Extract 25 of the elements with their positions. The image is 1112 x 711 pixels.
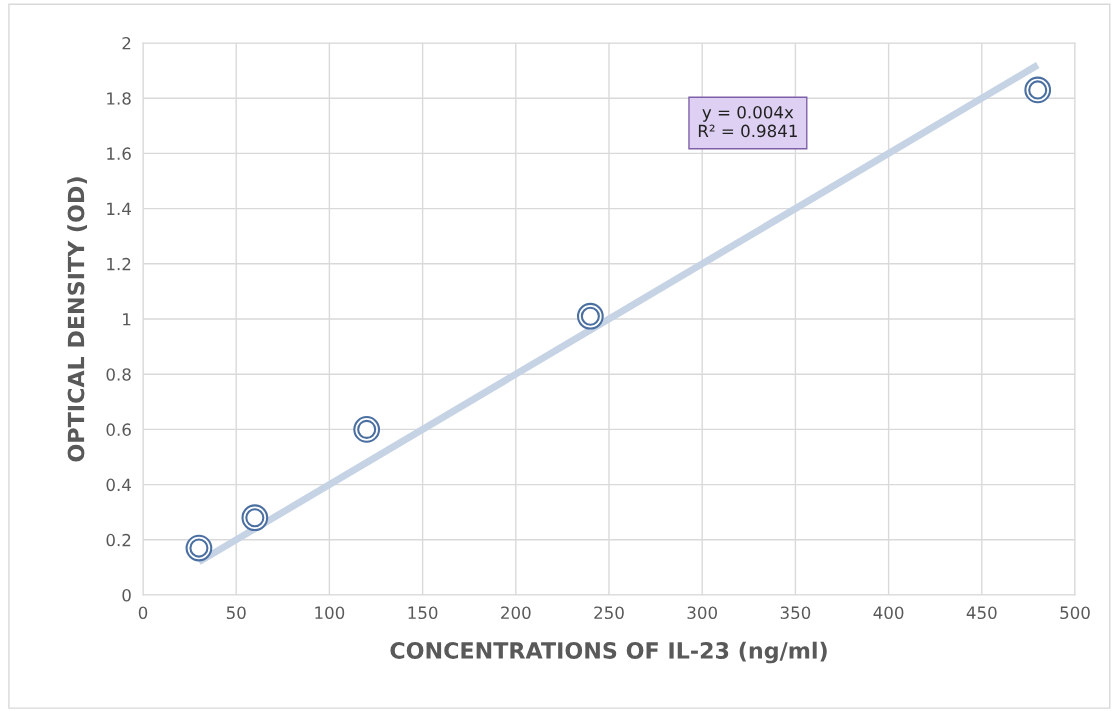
y-tick-label: 0.8 [106, 368, 131, 381]
y-tick-label: 1.4 [107, 202, 131, 215]
x-tick-label: 150 [408, 606, 438, 620]
x-tick-label: 350 [780, 606, 811, 620]
annotation: y = 0.004x R² = 0.9841 [698, 105, 797, 138]
x-tick-label: 300 [687, 606, 717, 620]
y-tick-label: 0.2 [106, 533, 131, 547]
y-tick-label: 1.2 [107, 257, 131, 271]
y-tick-label: 1.8 [107, 92, 131, 105]
y-tick-label: 1 [123, 313, 131, 326]
x-tick-label: 400 [873, 606, 904, 620]
y-tick-label: 2 [122, 36, 131, 50]
y-tick-label: 0 [122, 588, 131, 602]
y-tick-label: 0.4 [106, 478, 131, 492]
y-tick-label: 1.6 [107, 147, 131, 160]
x-tick-label: 50 [226, 606, 246, 620]
x-tick-label: 450 [966, 606, 997, 620]
x-tick-label: 100 [315, 606, 345, 620]
x-tick-label: 500 [1060, 606, 1090, 620]
x-tick-label: 200 [501, 606, 531, 620]
x-axis-title: CONCENTRATIONS OF IL-23 (ng/ml) [390, 641, 827, 664]
y-tick-label: 0.6 [106, 423, 131, 436]
y-axis-title: OPTICAL DENSITY (OD) [67, 177, 88, 462]
x-tick-label: 0 [138, 606, 148, 620]
x-tick-label: 250 [594, 606, 624, 620]
